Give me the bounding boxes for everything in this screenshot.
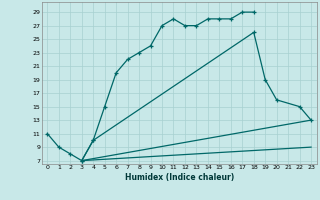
X-axis label: Humidex (Indice chaleur): Humidex (Indice chaleur) <box>124 173 234 182</box>
